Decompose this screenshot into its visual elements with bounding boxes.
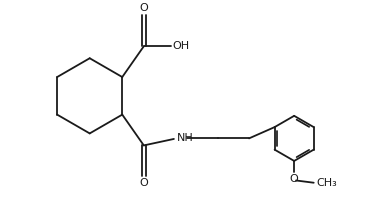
Text: NH: NH [177, 133, 194, 143]
Text: O: O [290, 174, 298, 184]
Text: O: O [139, 3, 148, 13]
Text: CH₃: CH₃ [316, 178, 337, 188]
Text: O: O [139, 178, 148, 188]
Text: OH: OH [173, 41, 190, 51]
